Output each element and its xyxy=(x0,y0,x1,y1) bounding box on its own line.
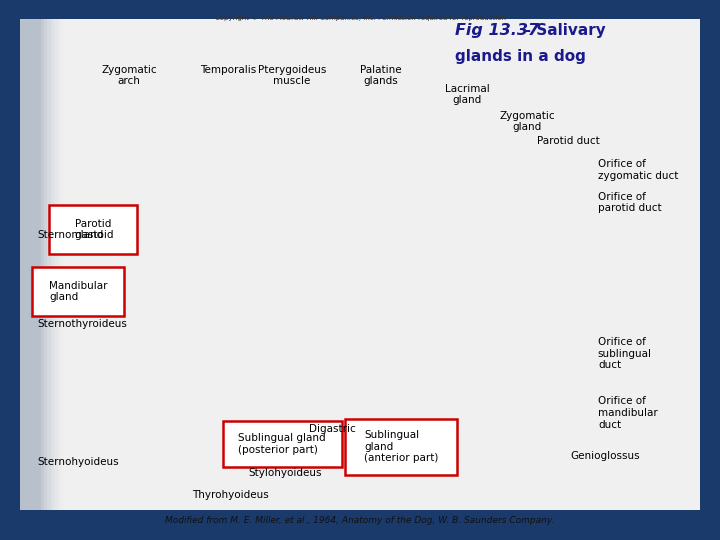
Text: Orifice of
sublingual
duct: Orifice of sublingual duct xyxy=(598,337,652,370)
Bar xyxy=(20,0,44,540)
Text: Sublingual
gland
(anterior part): Sublingual gland (anterior part) xyxy=(364,430,438,463)
Text: Lacrimal
gland: Lacrimal gland xyxy=(445,84,490,105)
Bar xyxy=(20,0,58,540)
Text: Mandibular
gland: Mandibular gland xyxy=(49,281,107,302)
Text: Orifice of
zygomatic duct: Orifice of zygomatic duct xyxy=(598,159,678,181)
Bar xyxy=(49,205,137,254)
Text: Orifice of
parotid duct: Orifice of parotid duct xyxy=(598,192,662,213)
Bar xyxy=(32,267,124,316)
Text: Stylohyoideus: Stylohyoideus xyxy=(248,468,322,477)
Bar xyxy=(222,421,342,467)
Text: Sublingual gland
(posterior part): Sublingual gland (posterior part) xyxy=(238,433,326,455)
Text: Sternohyoideus: Sternohyoideus xyxy=(37,457,119,467)
Text: – Salivary: – Salivary xyxy=(518,23,606,38)
Text: Zygomatic
gland: Zygomatic gland xyxy=(500,111,555,132)
Bar xyxy=(20,0,64,540)
Text: Fig 13.37: Fig 13.37 xyxy=(455,23,539,38)
Text: Parotid
gland: Parotid gland xyxy=(75,219,111,240)
Bar xyxy=(345,418,457,475)
Text: Digastric: Digastric xyxy=(310,424,356,434)
Bar xyxy=(20,0,48,540)
Text: Copyright © The McGraw-Hill Companies, Inc. Permission required for reproduction: Copyright © The McGraw-Hill Companies, I… xyxy=(215,15,505,21)
Bar xyxy=(20,0,40,540)
Text: Pterygoideus
muscle: Pterygoideus muscle xyxy=(258,65,326,86)
Bar xyxy=(20,0,50,540)
Text: glands in a dog: glands in a dog xyxy=(455,49,586,64)
Text: Sternothyroideus: Sternothyroideus xyxy=(37,319,127,329)
Bar xyxy=(20,0,54,540)
Text: Orifice of
mandibular
duct: Orifice of mandibular duct xyxy=(598,396,657,430)
Text: Modified from M. E. Miller, et al., 1964, Anatomy of the Dog, W. B. Saunders Com: Modified from M. E. Miller, et al., 1964… xyxy=(166,516,554,525)
Text: Thyrohyoideus: Thyrohyoideus xyxy=(192,490,269,500)
Text: Temporalis: Temporalis xyxy=(200,65,256,75)
Bar xyxy=(20,0,61,540)
Text: Genioglossus: Genioglossus xyxy=(571,451,640,461)
Text: Zygomatic
arch: Zygomatic arch xyxy=(101,65,157,86)
Text: Palatine
glands: Palatine glands xyxy=(359,65,401,86)
Text: Parotid duct: Parotid duct xyxy=(536,136,600,146)
Text: Sternomastoid: Sternomastoid xyxy=(37,230,114,240)
